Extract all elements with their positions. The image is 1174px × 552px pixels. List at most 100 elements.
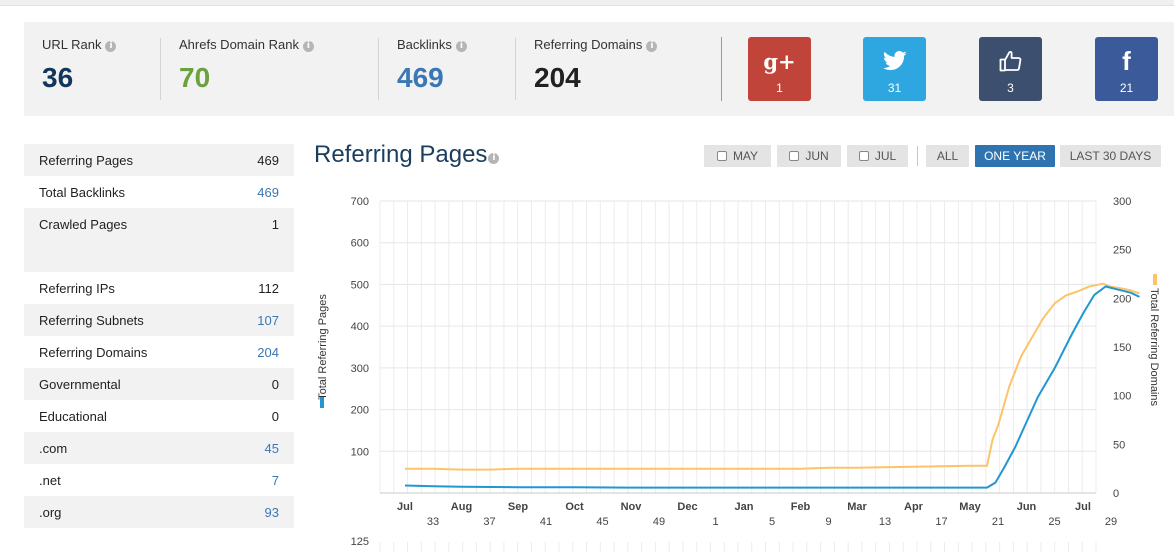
facebook-button[interactable]: f 21 bbox=[1095, 37, 1158, 101]
filter-may-button[interactable]: MAY bbox=[704, 145, 771, 167]
row-value-link[interactable]: 93 bbox=[264, 504, 279, 520]
y2-tick-label: 250 bbox=[1113, 245, 1131, 257]
checkbox-icon[interactable] bbox=[716, 151, 727, 161]
facebook-icon: f bbox=[1122, 45, 1131, 76]
filter-jul-button[interactable]: JUL bbox=[847, 145, 908, 167]
x-week-label: 41 bbox=[540, 516, 552, 528]
y-axis-legend-swatch bbox=[320, 397, 324, 408]
info-icon[interactable]: i bbox=[646, 41, 658, 52]
x-month-label: Apr bbox=[904, 501, 924, 513]
y2-tick-label: 50 bbox=[1113, 439, 1125, 451]
row-label: Referring Subnets bbox=[39, 312, 144, 328]
x-month-label: Sep bbox=[508, 501, 528, 513]
divider bbox=[160, 38, 161, 100]
like-button[interactable]: 3 bbox=[979, 37, 1042, 101]
row-value-link[interactable]: 45 bbox=[264, 440, 279, 456]
row-value-link[interactable]: 204 bbox=[257, 344, 279, 360]
row-label: Referring IPs bbox=[39, 280, 115, 296]
range-last-30-days-button[interactable]: LAST 30 DAYS bbox=[1060, 145, 1161, 167]
sidebar-row: .net 7 bbox=[24, 464, 294, 496]
stat-label: URL Rank bbox=[42, 37, 102, 52]
stat-value: 70 bbox=[179, 62, 211, 93]
series-line-total-referring-pages bbox=[404, 285, 1140, 489]
x-week-label: 9 bbox=[825, 516, 831, 528]
stats-panel: URL Rank i 36 Ahrefs Domain Rank i 70 Back… bbox=[24, 22, 1174, 116]
info-icon[interactable]: i bbox=[455, 41, 467, 52]
stat-value: 36 bbox=[42, 62, 74, 93]
button-label: JUN bbox=[805, 149, 829, 163]
info-icon[interactable]: i bbox=[488, 153, 500, 164]
stat-label: Referring Domains bbox=[534, 37, 643, 52]
top-strip bbox=[0, 0, 1174, 6]
x-week-label: 37 bbox=[483, 516, 495, 528]
referring-pages-chart: 700600500400300200100300250200150100500J… bbox=[317, 196, 1160, 552]
info-icon[interactable]: i bbox=[105, 41, 117, 52]
x-month-label: Aug bbox=[451, 501, 472, 513]
range-all-button[interactable]: ALL bbox=[926, 145, 969, 167]
x-week-label: 21 bbox=[992, 516, 1004, 528]
sidebar-row: Crawled Pages 1 bbox=[24, 208, 294, 240]
sidebar-stats: Referring Pages 469 Total Backlinks 469 Cr… bbox=[24, 144, 294, 528]
sidebar-row: .com 45 bbox=[24, 432, 294, 464]
button-divider bbox=[917, 146, 918, 166]
x-week-label: 1 bbox=[712, 516, 718, 528]
row-label: Governmental bbox=[39, 376, 121, 392]
y2-tick-label: 0 bbox=[1113, 488, 1119, 500]
stat-value: 204 bbox=[534, 62, 581, 93]
filter-jun-button[interactable]: JUN bbox=[777, 145, 841, 167]
row-value: 469 bbox=[257, 152, 279, 168]
sidebar-row: Total Backlinks 469 bbox=[24, 176, 294, 208]
x-week-label: 17 bbox=[935, 516, 947, 528]
row-label: Crawled Pages bbox=[39, 216, 128, 232]
x-month-label: May bbox=[959, 501, 981, 513]
x-month-label: Jan bbox=[735, 501, 754, 513]
y2-axis-legend-swatch bbox=[1153, 274, 1157, 285]
row-label: .net bbox=[39, 472, 61, 488]
x-month-label: Nov bbox=[621, 501, 643, 513]
twitter-button[interactable]: 31 bbox=[863, 37, 926, 101]
sidebar-row: .org 93 bbox=[24, 496, 294, 528]
divider bbox=[378, 38, 379, 100]
x-month-label: Dec bbox=[677, 501, 697, 513]
divider bbox=[721, 37, 722, 101]
x-week-label: 45 bbox=[596, 516, 608, 528]
chart-title: Referring Pages i bbox=[314, 141, 500, 169]
next-chart-tick-label: 125 bbox=[351, 536, 369, 548]
y2-tick-label: 150 bbox=[1113, 342, 1131, 354]
checkbox-icon[interactable] bbox=[789, 151, 800, 161]
x-month-label: Mar bbox=[847, 501, 867, 513]
google-plus-button[interactable]: g+ 1 bbox=[748, 37, 811, 101]
button-label: JUL bbox=[874, 149, 897, 163]
x-month-label: Jul bbox=[397, 501, 413, 513]
sidebar-row: Referring Subnets 107 bbox=[24, 304, 294, 336]
x-week-label: 33 bbox=[427, 516, 439, 528]
thumbs-up-icon bbox=[979, 47, 1042, 75]
twitter-count: 31 bbox=[887, 81, 902, 95]
like-count: 3 bbox=[1007, 81, 1014, 95]
row-label: .org bbox=[39, 504, 62, 520]
divider bbox=[515, 38, 516, 100]
stat-label: Backlinks bbox=[397, 37, 452, 52]
row-value-link[interactable]: 107 bbox=[257, 312, 279, 328]
row-label: Total Backlinks bbox=[39, 184, 125, 200]
x-month-label: Jun bbox=[1017, 501, 1037, 513]
sidebar-row: Referring Domains 204 bbox=[24, 336, 294, 368]
sidebar-row: Governmental 0 bbox=[24, 368, 294, 400]
twitter-bird-icon bbox=[863, 47, 926, 75]
row-value-link[interactable]: 469 bbox=[257, 184, 279, 200]
y-tick-label: 100 bbox=[351, 446, 369, 458]
y-tick-label: 300 bbox=[351, 363, 369, 375]
row-value-link[interactable]: 7 bbox=[271, 472, 279, 488]
x-month-label: Oct bbox=[565, 501, 584, 513]
y-tick-label: 200 bbox=[351, 405, 369, 417]
y-tick-label: 700 bbox=[351, 196, 369, 208]
info-icon[interactable]: i bbox=[302, 41, 314, 52]
x-month-label: Feb bbox=[791, 501, 811, 513]
button-label: MAY bbox=[732, 149, 759, 163]
stat-value: 469 bbox=[397, 62, 444, 93]
row-value: 1 bbox=[271, 216, 279, 232]
row-value: 0 bbox=[271, 376, 279, 392]
checkbox-icon[interactable] bbox=[858, 151, 869, 161]
y2-tick-label: 100 bbox=[1113, 391, 1131, 403]
range-one-year-button[interactable]: ONE YEAR bbox=[975, 145, 1055, 167]
